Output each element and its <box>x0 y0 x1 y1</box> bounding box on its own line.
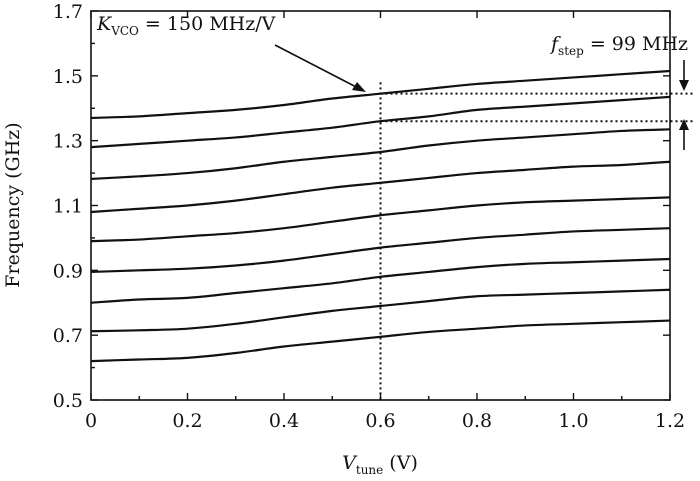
plot-frame <box>90 10 671 401</box>
axis-ticks: 0 0.2 0.4 0.6 0.8 1.0 1.2 0.5 0.7 0.9 1.1 1.3 1.5 1.7 <box>53 1 685 432</box>
frequency-band-line-5 <box>90 196 671 243</box>
frequency-band-line-3 <box>90 257 671 304</box>
fstep-value: = 99 MHz <box>584 33 688 55</box>
y-tick-label: 0.7 <box>53 325 83 347</box>
annotations: KVCO = 150 MHz/V fstep = 99 MHz <box>96 13 694 400</box>
kvco-annotation: KVCO = 150 MHz/V <box>96 13 276 38</box>
x-tick-label: 1.2 <box>655 410 685 432</box>
frequency-band-line-1 <box>90 319 671 363</box>
kvco-arrow-shaft <box>274 44 363 91</box>
x-tick-label: 0.4 <box>269 410 299 432</box>
y-tick-label: 1.7 <box>53 1 83 23</box>
fstep-arrow-up-head <box>679 119 689 130</box>
x-tick-label: 0.6 <box>365 410 395 432</box>
y-tick-label: 1.1 <box>53 196 83 218</box>
fstep-symbol: f <box>549 33 561 55</box>
kvco-subscript: VCO <box>110 24 139 38</box>
kvco-value: = 150 MHz/V <box>139 13 276 35</box>
fstep-subscript: step <box>558 44 584 58</box>
x-axis-subscript: tune <box>356 463 383 477</box>
kvco-arrow-head <box>352 82 366 92</box>
fstep-annotation: fstep = 99 MHz <box>549 33 688 58</box>
y-tick-label: 0.5 <box>53 390 83 412</box>
y-tick-label: 1.5 <box>53 66 83 88</box>
frequency-band-line-4 <box>90 227 671 274</box>
x-tick-label: 0 <box>85 410 97 432</box>
y-tick-label: 0.9 <box>53 260 83 282</box>
fstep-arrow-down-head <box>679 80 689 91</box>
x-tick-label: 0.8 <box>462 410 492 432</box>
y-axis-title: Frequency (GHz) <box>2 122 24 287</box>
x-tick-label: 0.2 <box>172 410 202 432</box>
kvco-symbol: K <box>96 13 113 35</box>
x-tick-label: 1.0 <box>558 410 588 432</box>
frequency-band-line-2 <box>90 288 671 333</box>
x-axis-symbol: V <box>342 452 358 474</box>
frequency-band-line-7 <box>90 128 671 181</box>
x-axis-title: Vtune (V) <box>342 452 418 477</box>
y-tick-label: 1.3 <box>53 131 83 153</box>
x-axis-unit: (V) <box>383 452 418 474</box>
